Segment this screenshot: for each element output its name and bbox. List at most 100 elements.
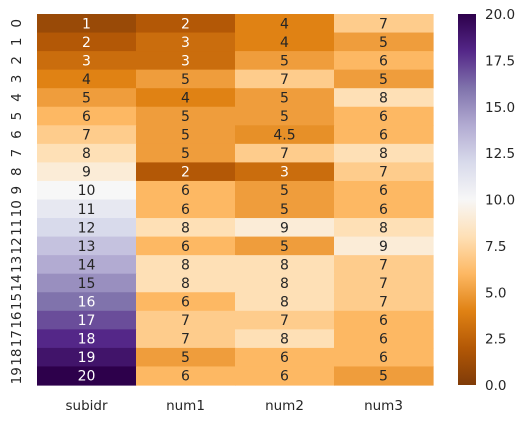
heatmap-cell-r18-c0 (37, 347, 137, 368)
heatmap-cell-r19-c1 (136, 366, 236, 386)
heatmap-cell-r5-c3 (334, 106, 434, 126)
x-tick-label-num3: num3 (364, 398, 403, 414)
cell-annotation-r4-c0: 5 (82, 90, 91, 106)
heatmap-cell-r9-c3 (334, 180, 434, 201)
cell-annotation-r7-c3: 8 (379, 146, 388, 162)
y-tick-label-17: 17 (9, 330, 25, 347)
y-tick-label-10: 10 (9, 200, 25, 217)
heatmap-cell-r16-c3 (334, 310, 434, 330)
cell-annotation-r18-c3: 6 (379, 350, 388, 366)
cell-annotation-r12-c1: 6 (181, 239, 190, 255)
heatmap-cell-r9-c1 (136, 180, 236, 201)
cell-annotation-r1-c0: 2 (82, 35, 91, 51)
cell-annotation-r1-c2: 4 (280, 35, 289, 51)
colorbar-tick-label-3: 7.5 (485, 239, 506, 255)
heatmap-cell-r11-c3 (334, 218, 434, 238)
cell-annotation-r0-c1: 2 (181, 16, 190, 32)
cell-annotation-r0-c3: 7 (379, 16, 388, 32)
cell-annotation-r15-c3: 7 (379, 295, 388, 311)
heatmap-cell-r15-c0 (37, 292, 137, 312)
colorbar-gradient (458, 14, 476, 385)
heatmap-cell-r17-c3 (334, 329, 434, 349)
cell-annotation-r17-c0: 18 (78, 332, 96, 348)
cell-annotation-r13-c2: 8 (280, 257, 289, 273)
cell-annotation-r6-c2: 4.5 (273, 128, 295, 144)
y-tick-label-4: 4 (9, 93, 25, 102)
heatmap-cell-r12-c1 (136, 236, 236, 256)
colorbar-tick-label-7: 17.5 (485, 53, 515, 69)
heatmap-cell-r14-c1 (136, 273, 236, 293)
y-tick-label-18: 18 (9, 349, 25, 366)
cell-annotation-r7-c0: 8 (82, 146, 91, 162)
y-tick-label-6: 6 (9, 130, 25, 139)
y-tick-label-1: 1 (9, 38, 25, 47)
cell-annotation-r10-c0: 11 (78, 202, 96, 218)
y-tick-label-13: 13 (9, 256, 25, 273)
y-tick-label-9: 9 (9, 186, 25, 195)
cell-annotation-r10-c3: 6 (379, 202, 388, 218)
heatmap-cell-r7-c3 (334, 143, 434, 163)
cell-annotation-r13-c3: 7 (379, 257, 388, 273)
heatmap-cell-r8-c2 (235, 162, 335, 182)
cell-annotation-r5-c2: 5 (280, 109, 289, 125)
cell-annotation-r10-c2: 5 (280, 202, 289, 218)
cell-annotation-r5-c3: 6 (379, 109, 388, 125)
heatmap-cell-r9-c2 (235, 180, 335, 201)
cell-annotation-r0-c0: 1 (82, 16, 91, 32)
heatmap-cell-r16-c0 (37, 310, 137, 330)
heatmap-cell-r0-c3 (334, 14, 434, 34)
y-tick-label-14: 14 (9, 274, 25, 291)
heatmap-cell-r2-c2 (235, 51, 335, 71)
colorbar-tick-label-5: 12.5 (485, 146, 515, 162)
colorbar-tick-label-4: 10.0 (485, 193, 515, 209)
heatmap-cell-r10-c3 (334, 199, 434, 219)
heatmap-cell-r1-c2 (235, 32, 335, 52)
cell-annotation-r2-c2: 5 (280, 53, 289, 69)
cell-annotation-r4-c1: 4 (181, 90, 190, 106)
cell-annotation-r0-c2: 4 (280, 16, 289, 32)
heatmap-cell-r4-c3 (334, 88, 434, 108)
y-tick-label-8: 8 (9, 167, 25, 176)
y-tick-label-15: 15 (9, 293, 25, 310)
cell-annotation-r8-c0: 9 (82, 165, 91, 181)
cell-annotation-r9-c2: 5 (280, 183, 289, 199)
heatmap-cell-r14-c2 (235, 273, 335, 293)
heatmap-cell-r16-c2 (235, 310, 335, 330)
x-tick-label-num2: num2 (265, 398, 304, 414)
heatmap-cell-r8-c3 (334, 162, 434, 182)
heatmap-cell-r11-c0 (37, 218, 137, 238)
heatmap-cell-r10-c0 (37, 199, 137, 219)
cell-annotation-r12-c3: 9 (379, 239, 388, 255)
heatmap-cell-r0-c0 (37, 14, 137, 34)
cell-annotation-r6-c3: 6 (379, 128, 388, 144)
heatmap-cell-r4-c0 (37, 88, 137, 108)
heatmap-cell-r0-c2 (235, 14, 335, 34)
colorbar: 0.0 2.5 5.0 7.5 10.0 12.5 15.0 17.5 20.0 (458, 7, 515, 394)
heatmap-cells (37, 14, 434, 386)
cell-annotation-r17-c1: 7 (181, 332, 190, 348)
heatmap-cell-r1-c1 (136, 32, 236, 52)
heatmap-cell-r7-c0 (37, 143, 137, 163)
heatmap-cell-r6-c1 (136, 125, 236, 145)
x-tick-label-subidr: subidr (65, 398, 107, 414)
heatmap-cell-r13-c0 (37, 255, 137, 275)
heatmap-cell-r6-c0 (37, 125, 137, 145)
heatmap-cell-r2-c1 (136, 51, 236, 71)
colorbar-tick-label-1: 2.5 (485, 332, 506, 348)
cell-annotation-r12-c2: 5 (280, 239, 289, 255)
heatmap-cell-r18-c2 (235, 347, 335, 368)
heatmap-cell-r8-c0 (37, 162, 137, 182)
cell-annotation-r7-c2: 7 (280, 146, 289, 162)
heatmap-cell-r9-c0 (37, 180, 137, 201)
cell-annotation-r9-c1: 6 (181, 183, 190, 199)
cell-annotation-r6-c0: 7 (82, 128, 91, 144)
heatmap-cell-r5-c0 (37, 106, 137, 126)
heatmap-cell-r3-c2 (235, 69, 335, 89)
cell-annotation-r10-c1: 6 (181, 202, 190, 218)
heatmap-cell-r7-c1 (136, 143, 236, 163)
heatmap-cell-r6-c2 (235, 125, 335, 145)
cell-annotation-r16-c2: 7 (280, 313, 289, 329)
cell-annotation-r3-c1: 5 (181, 72, 190, 88)
heatmap-cell-r12-c0 (37, 236, 137, 256)
